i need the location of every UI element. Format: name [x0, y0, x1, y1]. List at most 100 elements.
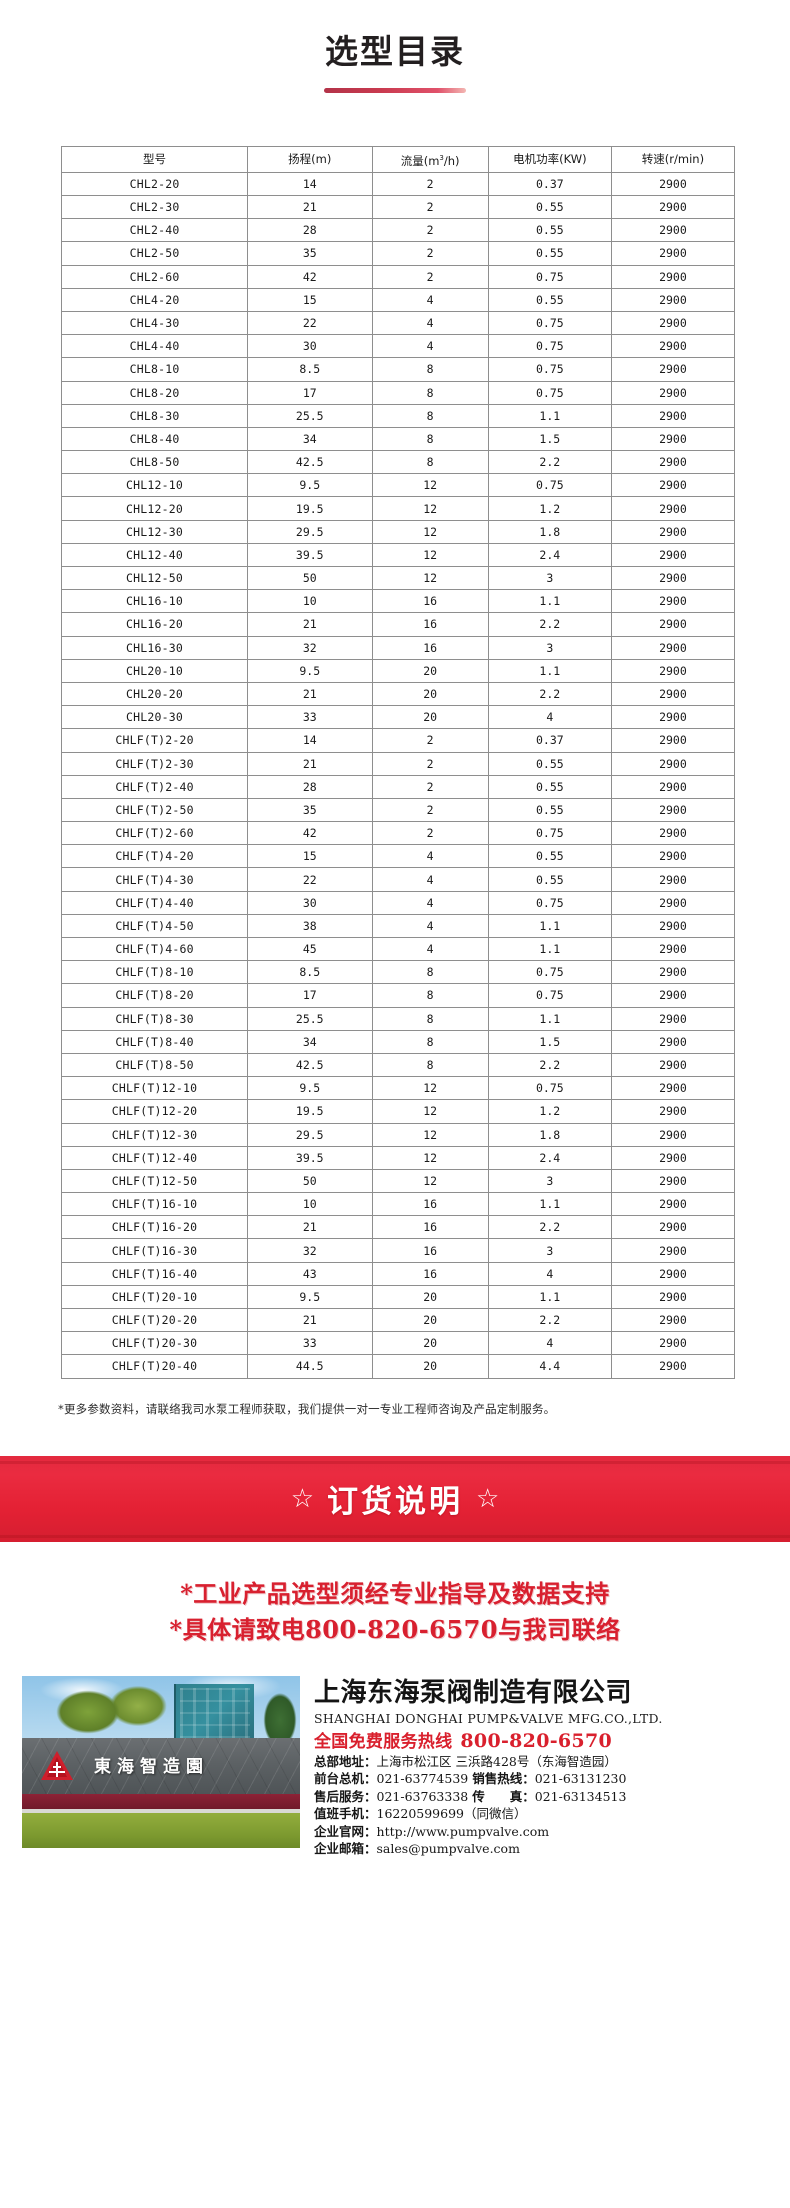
cell-speed: 2900	[610, 913, 736, 939]
table-row: CHL8-20 17 8 0.75 2900	[60, 380, 736, 405]
table-row: CHL16-30 32 16 3 2900	[60, 635, 736, 660]
cell-flow: 16	[371, 1215, 489, 1240]
table-row: CHLF(T)4-60 45 4 1.1 2900	[60, 937, 736, 962]
cell-model: CHL8-10	[60, 357, 249, 382]
table-row: CHLF(T)20-40 44.5 20 4.4 2900	[60, 1354, 736, 1379]
cell-flow: 8	[371, 983, 489, 1008]
cell-model: CHLF(T)16-10	[60, 1192, 249, 1217]
cell-model: CHL12-30	[60, 519, 249, 544]
table-row: CHL12-10 9.5 12 0.75 2900	[60, 473, 736, 498]
cell-speed: 2900	[610, 496, 736, 521]
table-row: CHL16-20 21 16 2.2 2900	[60, 612, 736, 637]
cell-speed: 2900	[610, 1076, 736, 1101]
cell-head: 30	[247, 890, 373, 915]
cell-speed: 2900	[610, 1006, 736, 1031]
company-info: 上海东海泵阀制造有限公司 SHANGHAI DONGHAI PUMP&VALVE…	[314, 1676, 663, 1858]
cell-speed: 2900	[610, 728, 736, 753]
cell-flow: 12	[371, 1099, 489, 1124]
contact-label: 总部地址：	[314, 1753, 377, 1769]
cell-speed: 2900	[610, 1308, 736, 1333]
photo-stone-wall: 東海智造園	[22, 1737, 300, 1796]
cell-speed: 2900	[610, 937, 736, 962]
cell-power: 4	[487, 1331, 612, 1356]
cell-model: CHL2-30	[60, 195, 249, 220]
spec-table-wrapper: 型号 扬程(m) 流量(m3/h) 电机功率(KW) 转速(r/min) CHL…	[60, 146, 736, 1379]
cell-model: CHL8-30	[60, 403, 249, 428]
cell-speed: 2900	[610, 241, 736, 266]
cell-head: 22	[247, 310, 373, 336]
contact-label-secondary: 传 真：	[472, 1788, 535, 1804]
page-header: 选型目录	[0, 0, 790, 93]
cell-power: 2.2	[487, 681, 612, 707]
cell-power: 0.55	[487, 797, 612, 823]
cell-flow: 8	[371, 426, 489, 452]
cell-power: 0.75	[487, 960, 612, 985]
cell-flow: 20	[371, 658, 489, 683]
photo-sign-text: 東海智造園	[94, 1756, 209, 1777]
cell-speed: 2900	[610, 612, 736, 637]
cell-flow: 4	[371, 937, 489, 962]
cell-model: CHLF(T)16-40	[60, 1261, 249, 1286]
cell-speed: 2900	[610, 1192, 736, 1217]
table-row: CHL8-10 8.5 8 0.75 2900	[60, 357, 736, 382]
cell-head: 45	[247, 937, 373, 962]
cell-model: CHLF(T)20-30	[60, 1331, 249, 1356]
cell-head: 42	[247, 821, 373, 846]
cell-head: 32	[247, 635, 373, 660]
table-row: CHLF(T)12-20 19.5 12 1.2 2900	[60, 1099, 736, 1124]
cell-head: 9.5	[247, 1284, 373, 1310]
contact-value: 16220599699（同微信）	[376, 1806, 527, 1822]
contact-line: 企业官网：http://www.pumpvalve.com	[314, 1823, 663, 1841]
cell-power: 2.2	[487, 1308, 612, 1333]
cell-model: CHLF(T)8-20	[60, 983, 249, 1008]
cell-flow: 12	[371, 1076, 489, 1101]
cell-speed: 2900	[610, 821, 736, 846]
cell-model: CHLF(T)2-40	[60, 774, 249, 799]
cell-speed: 2900	[610, 334, 736, 359]
table-row: CHLF(T)4-30 22 4 0.55 2900	[60, 867, 736, 892]
cell-speed: 2900	[610, 844, 736, 869]
cell-head: 42	[247, 264, 373, 289]
table-row: CHL4-20 15 4 0.55 2900	[60, 287, 736, 312]
cell-model: CHL8-50	[60, 450, 249, 475]
cell-speed: 2900	[610, 1168, 736, 1194]
order-note-1: *工业产品选型须经专业指导及数据支持	[180, 1578, 610, 1608]
cell-head: 50	[247, 1168, 373, 1194]
cell-head: 50	[247, 566, 373, 591]
table-row: CHLF(T)8-10 8.5 8 0.75 2900	[60, 960, 736, 985]
cell-model: CHLF(T)16-20	[60, 1215, 249, 1240]
cell-flow: 12	[371, 473, 489, 498]
cell-model: CHL4-20	[60, 287, 249, 312]
cell-power: 1.8	[487, 1122, 612, 1147]
cell-power: 0.75	[487, 983, 612, 1008]
cell-speed: 2900	[610, 1238, 736, 1263]
cell-flow: 4	[371, 844, 489, 869]
company-name-en: SHANGHAI DONGHAI PUMP&VALVE MFG.CO.,LTD.	[314, 1710, 663, 1726]
cell-power: 1.1	[487, 1006, 612, 1031]
hotline-number: 800-820-6570	[460, 1729, 612, 1752]
cell-head: 22	[247, 867, 373, 892]
cell-power: 0.55	[487, 218, 612, 243]
cell-speed: 2900	[610, 658, 736, 683]
cell-power: 0.37	[487, 728, 612, 753]
cell-flow: 8	[371, 403, 489, 428]
cell-head: 43	[247, 1261, 373, 1286]
cell-model: CHL2-20	[60, 171, 249, 197]
cell-flow: 2	[371, 821, 489, 846]
cell-power: 0.75	[487, 357, 612, 382]
cell-power: 3	[487, 1168, 612, 1194]
cell-flow: 8	[371, 1006, 489, 1031]
cell-power: 2.4	[487, 1145, 612, 1170]
table-row: CHL12-30 29.5 12 1.8 2900	[60, 519, 736, 544]
cell-power: 4.4	[487, 1354, 612, 1379]
cell-speed: 2900	[610, 751, 736, 776]
cell-speed: 2900	[610, 1145, 736, 1170]
table-row: CHL12-40 39.5 12 2.4 2900	[60, 542, 736, 568]
photo-curb	[22, 1808, 300, 1814]
table-row: CHLF(T)2-60 42 2 0.75 2900	[60, 821, 736, 846]
table-row: CHLF(T)20-10 9.5 20 1.1 2900	[60, 1284, 736, 1310]
cell-head: 21	[247, 751, 373, 776]
cell-head: 9.5	[247, 658, 373, 683]
cell-speed: 2900	[610, 705, 736, 730]
cell-flow: 12	[371, 566, 489, 591]
